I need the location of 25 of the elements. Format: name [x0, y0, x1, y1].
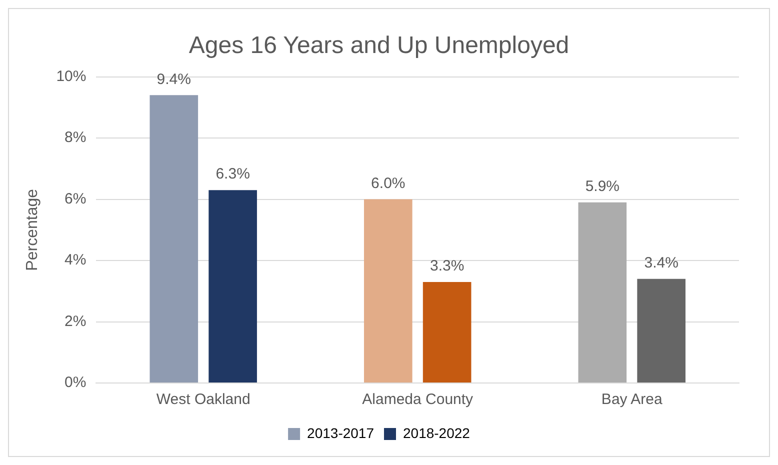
bar [208, 190, 257, 382]
data-label: 6.3% [216, 166, 250, 183]
y-tick-label: 8% [64, 129, 86, 146]
x-tick-label: Bay Area [601, 391, 663, 408]
bar [578, 202, 627, 382]
x-tick-label: West Oakland [156, 391, 250, 408]
chart-title: Ages 16 Years and Up Unemployed [188, 32, 570, 60]
bar [422, 282, 472, 382]
x-tick-label: Alameda County [362, 391, 474, 408]
legend-label: 2018-2022 [403, 424, 470, 441]
bar [364, 199, 412, 382]
legend-label: 2013-2017 [307, 424, 374, 441]
data-label: 5.9% [585, 178, 620, 195]
data-label: 3.3% [430, 258, 464, 275]
data-label: 3.4% [644, 254, 678, 272]
y-tick-label: 6% [64, 190, 86, 208]
y-tick-label: 0% [64, 374, 86, 392]
y-tick-label: 4% [64, 252, 86, 269]
y-axis-title: Percentage [24, 188, 42, 271]
y-tick-label: 2% [64, 312, 86, 330]
data-label: 9.4% [156, 70, 191, 88]
bar [637, 278, 686, 382]
y-tick-label: 10% [56, 68, 86, 85]
data-label: 6.0% [371, 174, 406, 192]
bar [150, 95, 198, 382]
